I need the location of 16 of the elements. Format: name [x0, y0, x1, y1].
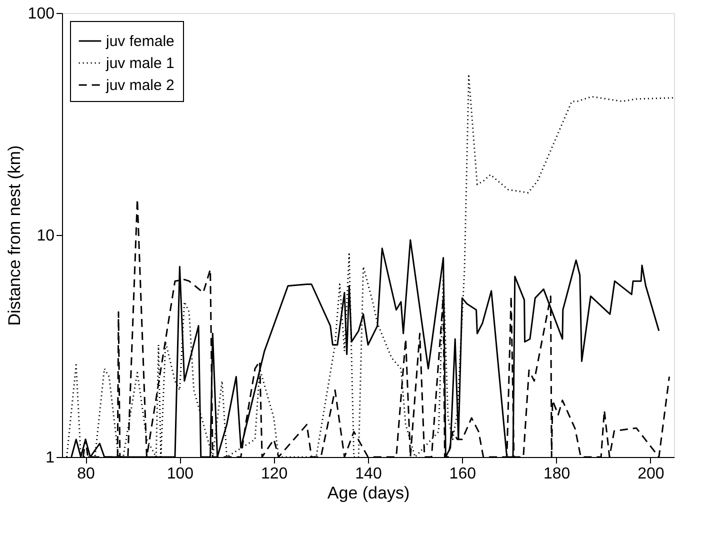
y-tick-label: 100 — [28, 6, 55, 22]
line-series — [66, 75, 674, 457]
x-tick-label: 120 — [260, 466, 288, 482]
x-tick-label: 140 — [355, 466, 382, 482]
x-tick-label: 80 — [77, 466, 96, 482]
y-tick-label: 1 — [46, 450, 55, 466]
x-tick-label: 200 — [638, 466, 664, 482]
legend-label: juv male 1 — [105, 55, 174, 72]
y-axis-title: Distance from nest (km) — [4, 145, 24, 326]
legend-label: juv male 2 — [105, 77, 174, 94]
x-tick-label: 160 — [449, 466, 476, 482]
y-tick-label: 10 — [36, 228, 55, 244]
x-tick-label: 100 — [166, 466, 194, 482]
legend-label: juv female — [105, 33, 174, 50]
x-tick-label: 180 — [543, 466, 570, 482]
x-axis-title: Age (days) — [327, 484, 410, 502]
